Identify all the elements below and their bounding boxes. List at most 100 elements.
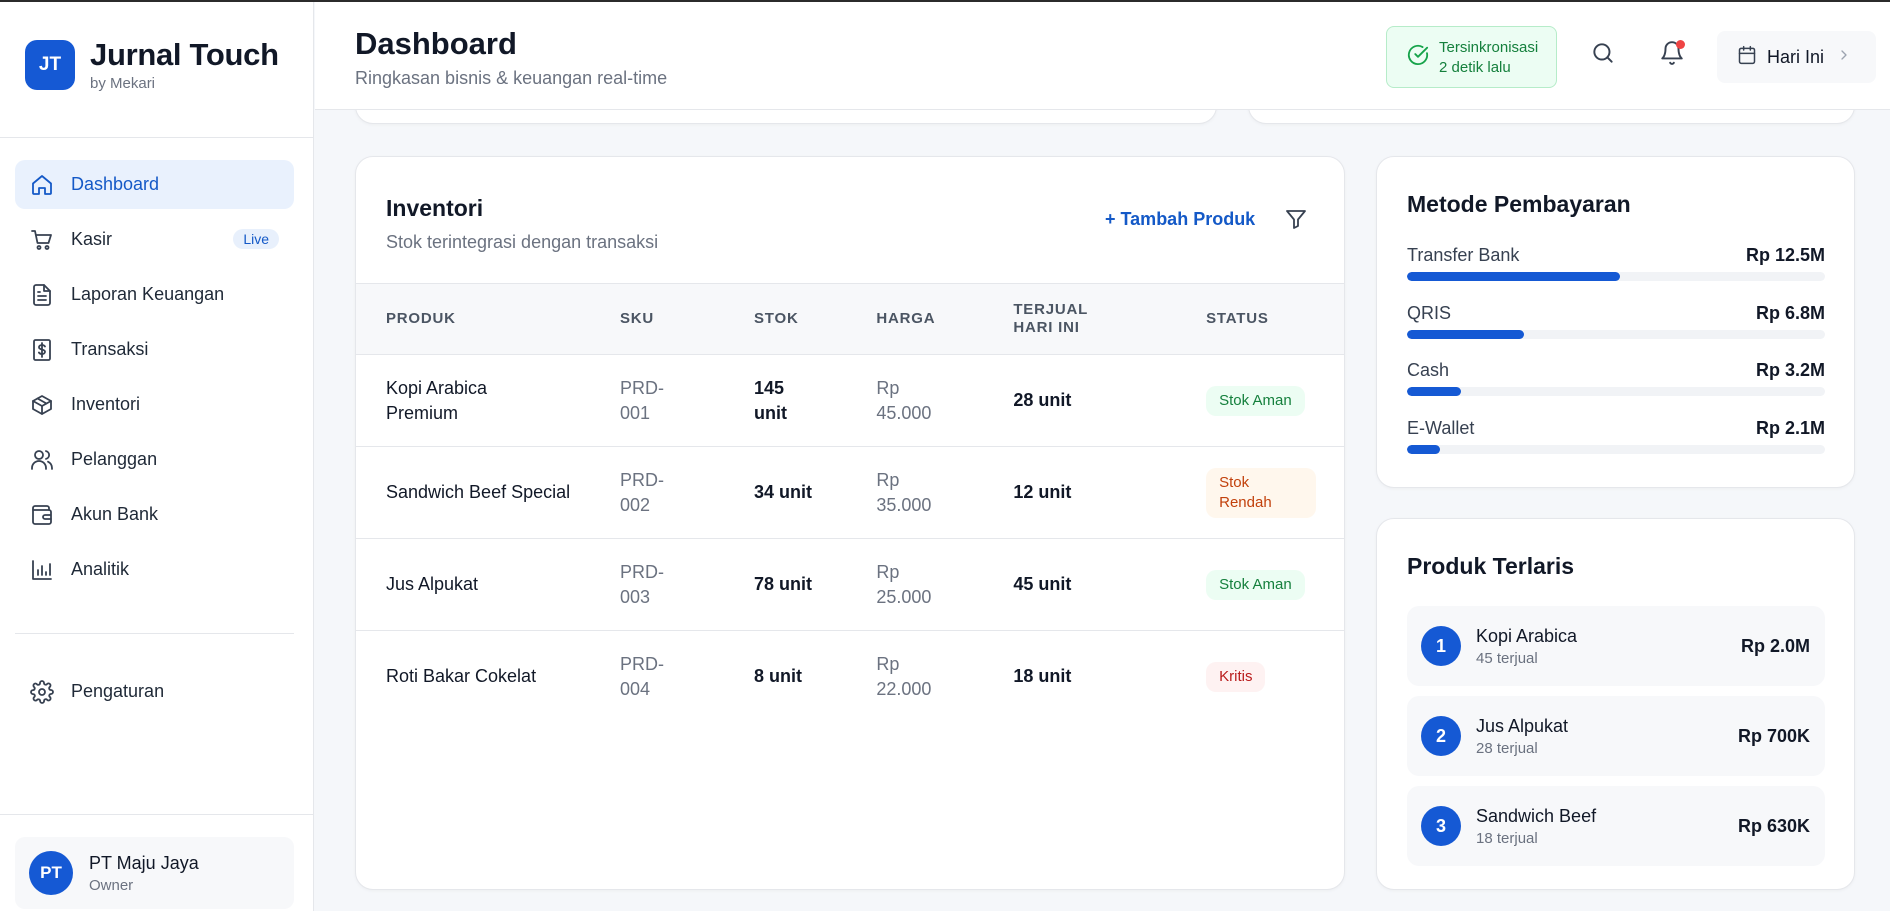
sidebar-item-transaksi[interactable]: Transaksi [15, 325, 294, 374]
payment-method-amount: Rp 2.1M [1755, 418, 1825, 438]
top-product-item[interactable]: 2 Jus Alpukat 28 terjual Rp 700K [1407, 696, 1825, 776]
payment-progress-fill [1407, 330, 1525, 339]
rank-badge: 3 [1421, 806, 1461, 846]
box-icon [29, 392, 55, 418]
notification-dot [1676, 40, 1685, 49]
table-row[interactable]: Jus Alpukat PRD-003 78 unit Rp 25.000 45… [356, 539, 1344, 631]
sidebar-item-label: Laporan Keuangan [71, 284, 225, 304]
user-profile[interactable]: PT PT Maju Jaya Owner [15, 837, 294, 909]
top-product-sold: 18 terjual [1476, 829, 1538, 847]
status-badge: Stok Aman [1206, 569, 1305, 600]
payment-method-name: Transfer Bank [1407, 245, 1520, 265]
user-role: Owner [89, 876, 134, 894]
top-product-name: Jus Alpukat [1476, 715, 1569, 736]
sidebar-item-akun-bank[interactable]: Akun Bank [15, 490, 294, 539]
sidebar-divider [0, 814, 314, 815]
column-header-status[interactable]: STATUS [1206, 310, 1269, 327]
sidebar-settings: Pengaturan [15, 667, 294, 722]
cell-sold-today: 45 unit [1013, 574, 1072, 594]
payment-progress-track [1407, 272, 1825, 281]
brand-logo: JT [25, 40, 75, 90]
receipt-dollar-icon [29, 337, 55, 363]
sidebar-item-laporan-keuangan[interactable]: Laporan Keuangan [15, 270, 294, 319]
column-header-sku[interactable]: SKU [620, 310, 655, 327]
brand-subtitle: by Mekari [90, 75, 156, 92]
payment-method-amount: Rp 3.2M [1755, 360, 1825, 380]
users-icon [29, 447, 55, 473]
inventory-table: PRODUK SKU STOK HARGA TERJUAL HARI INI S… [356, 283, 1344, 723]
calendar-icon [1737, 45, 1757, 70]
table-row[interactable]: Sandwich Beef Special PRD-002 34 unit Rp… [356, 447, 1344, 539]
inventory-card: Inventori Stok terintegrasi dengan trans… [355, 156, 1345, 890]
home-icon [29, 172, 55, 198]
live-badge: Live [233, 229, 279, 249]
cell-status: Stok Aman [1176, 539, 1344, 631]
cell-sold-today: 18 unit [1013, 666, 1072, 687]
sidebar-item-inventori[interactable]: Inventori [15, 380, 294, 429]
sidebar-item-kasir[interactable]: Kasir Live [15, 215, 294, 264]
sidebar-item-dashboard[interactable]: Dashboard [15, 160, 294, 209]
table-row[interactable]: Kopi Arabica Premium PRD-001 145 unit Rp… [356, 355, 1344, 447]
brand[interactable]: JT Jurnal Touch by Mekari [25, 38, 279, 92]
sidebar-item-pelanggan[interactable]: Pelanggan [15, 435, 294, 484]
status-badge: Stok Aman [1206, 385, 1305, 416]
top-product-amount: Rp 700K [1737, 725, 1810, 746]
filter-button[interactable] [1284, 207, 1310, 233]
cell-stock: 34 unit [754, 482, 813, 502]
cell-status: Stok Rendah [1176, 447, 1344, 539]
add-product-button[interactable]: + Tambah Produk [1105, 209, 1256, 229]
avatar: PT [29, 851, 73, 895]
page-title: Dashboard [355, 26, 517, 61]
cell-sold-today: 12 unit [1013, 482, 1072, 502]
payment-method-row: E-Wallet Rp 2.1M [1407, 418, 1825, 454]
top-product-amount: Rp 630K [1737, 815, 1810, 836]
cell-price: Rp 45.000 [876, 377, 932, 423]
rank-badge: 1 [1421, 626, 1461, 666]
column-header-stok[interactable]: STOK [754, 310, 799, 327]
payment-progress-fill [1407, 387, 1462, 396]
payment-methods-title: Metode Pembayaran [1407, 191, 1631, 217]
cell-status: Stok Aman [1176, 355, 1344, 447]
search-button[interactable] [1588, 40, 1618, 70]
sidebar: JT Jurnal Touch by Mekari Dashboard Kasi… [0, 2, 314, 911]
payment-progress-track [1407, 445, 1825, 454]
bell-icon [1659, 40, 1685, 71]
column-header-harga[interactable]: HARGA [876, 310, 936, 327]
sidebar-item-label: Inventori [71, 394, 141, 414]
check-circle-icon [1407, 44, 1429, 71]
inventory-title: Inventori [386, 195, 484, 221]
top-product-item[interactable]: 3 Sandwich Beef 18 terjual Rp 630K [1407, 786, 1825, 866]
payment-methods-card: Metode Pembayaran Transfer Bank Rp 12.5M… [1376, 156, 1855, 488]
cart-icon [29, 227, 55, 253]
notification-button[interactable] [1657, 40, 1687, 70]
chevron-right-icon [1836, 47, 1852, 68]
payment-method-name: Cash [1407, 360, 1450, 380]
top-header: Dashboard Ringkasan bisnis & keuangan re… [315, 2, 1890, 110]
top-product-item[interactable]: 1 Kopi Arabica 45 terjual Rp 2.0M [1407, 606, 1825, 686]
sidebar-item-label: Dashboard [71, 174, 160, 194]
top-products-title: Produk Terlaris [1407, 553, 1575, 579]
gear-icon [29, 679, 55, 705]
cell-product: Kopi Arabica Premium [386, 377, 488, 423]
cell-sku: PRD-003 [620, 561, 664, 607]
payment-method-amount: Rp 12.5M [1745, 245, 1825, 265]
filter-icon [1284, 210, 1308, 235]
table-row[interactable]: Roti Bakar Cokelat PRD-004 8 unit Rp 22.… [356, 631, 1344, 723]
date-range-label: Hari Ini [1767, 46, 1825, 67]
top-product-sold: 28 terjual [1476, 739, 1538, 757]
date-range-button[interactable]: Hari Ini [1717, 31, 1876, 83]
payment-progress-fill [1407, 445, 1441, 454]
document-icon [29, 282, 55, 308]
sidebar-item-analitik[interactable]: Analitik [15, 545, 294, 594]
payment-method-name: QRIS [1407, 303, 1452, 323]
page-subtitle: Ringkasan bisnis & keuangan real-time [355, 68, 668, 88]
cell-status: Kritis [1176, 631, 1344, 723]
sidebar-item-label: Pelanggan [71, 449, 158, 469]
sidebar-item-label: Akun Bank [71, 504, 159, 524]
sidebar-item-pengaturan[interactable]: Pengaturan [15, 667, 294, 716]
status-badge: Stok Rendah [1206, 467, 1317, 518]
sidebar-divider [15, 633, 294, 634]
column-header-terjual[interactable]: TERJUAL HARI INI [1013, 301, 1088, 336]
column-header-produk[interactable]: PRODUK [386, 310, 456, 327]
bar-chart-icon [29, 557, 55, 583]
